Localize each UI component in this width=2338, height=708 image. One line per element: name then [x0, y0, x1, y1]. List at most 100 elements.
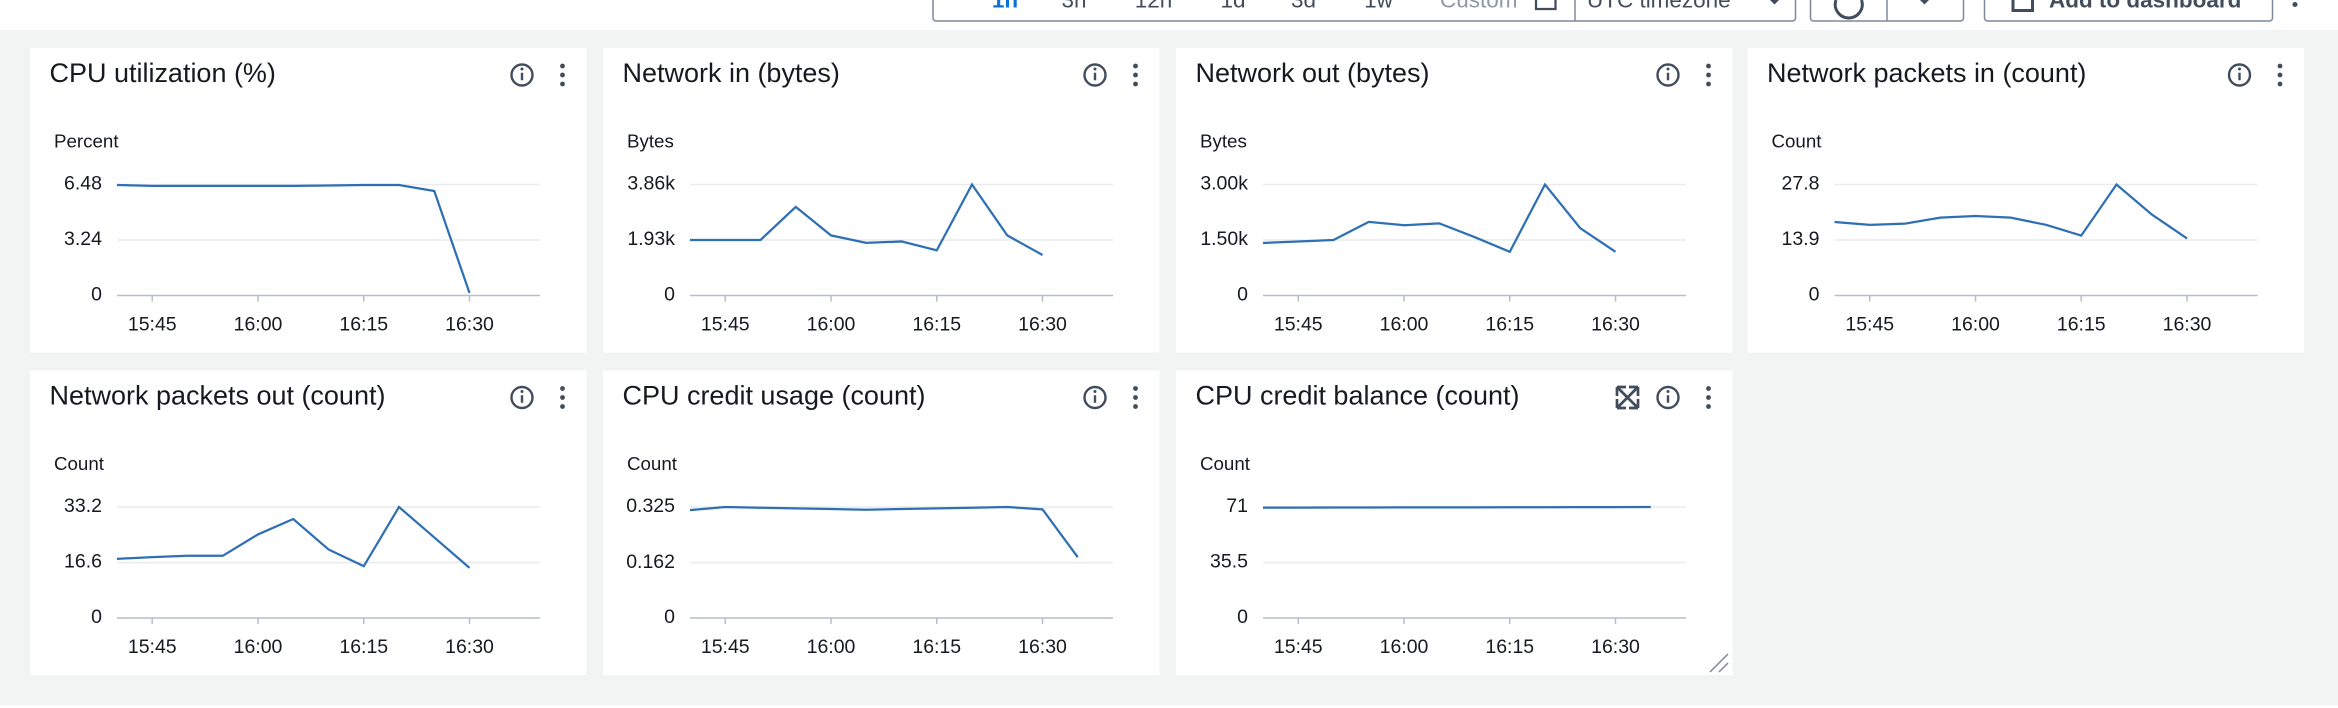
range-option[interactable]: 1w	[1364, 0, 1394, 12]
menu-dot[interactable]	[2277, 81, 2283, 87]
calendar-icon	[1534, 0, 1557, 11]
menu-dot[interactable]	[1133, 395, 1138, 400]
more-icon[interactable]	[2292, 1, 2298, 8]
y-tick-label: 0	[1809, 284, 1820, 306]
widget-title: CPU utilization (%)	[49, 58, 275, 88]
range-option[interactable]: 1h	[992, 0, 1018, 12]
menu-dot[interactable]	[560, 72, 565, 78]
info-icon-dot	[2237, 67, 2241, 71]
widget-title: Network packets in (count)	[1767, 58, 2086, 88]
info-icon[interactable]	[510, 63, 534, 87]
caret	[1769, 0, 1779, 5]
add-to-dashboard-button[interactable]	[1983, 0, 2274, 22]
info-icon[interactable]	[1083, 63, 1107, 87]
info-icon[interactable]	[510, 385, 534, 410]
data-line	[116, 505, 471, 569]
info-icon-dot	[1666, 67, 1670, 71]
info-icon[interactable]	[1083, 385, 1107, 410]
info-icon[interactable]	[1656, 63, 1680, 87]
x-tick-label: 15:45	[1274, 636, 1323, 658]
y-axis-label: Percent	[54, 130, 119, 151]
menu-dot[interactable]	[2277, 63, 2283, 69]
y-tick-label: 13.9	[1782, 228, 1820, 250]
menu-dot[interactable]	[2277, 72, 2283, 78]
expand-icon[interactable]	[1615, 385, 1640, 410]
info-icon[interactable]	[1656, 385, 1680, 410]
info-icon-bar	[1093, 395, 1097, 403]
x-tick-label: 16:00	[234, 636, 283, 658]
x-tick-label: 15:45	[701, 636, 750, 658]
menu-dot[interactable]	[1133, 81, 1138, 87]
menu-dot[interactable]	[560, 63, 565, 69]
menu-dot[interactable]	[1133, 63, 1138, 69]
y-tick-label: 27.8	[1782, 173, 1820, 195]
y-tick-label: 3.00k	[1200, 173, 1248, 195]
y-axis-label: Bytes	[1200, 130, 1247, 151]
widget-panel	[602, 370, 1160, 675]
menu-dot[interactable]	[1133, 72, 1138, 78]
x-tick-label: 15:45	[1845, 314, 1894, 336]
x-tick-label: 15:45	[1274, 314, 1323, 336]
menu-dot[interactable]	[560, 386, 565, 391]
time-range-selector[interactable]	[932, 0, 1797, 22]
x-tick-label: 16:00	[1951, 314, 2000, 336]
widget-panel	[29, 370, 587, 675]
widget-title: Network out (bytes)	[1195, 58, 1429, 88]
custom-range[interactable]: Custom	[1440, 0, 1517, 12]
widget-panel	[1175, 48, 1733, 353]
x-tick-label: 16:30	[445, 636, 494, 658]
data-line	[1262, 182, 1617, 254]
data-line	[1834, 182, 2188, 240]
resize-handle[interactable]	[1709, 653, 1729, 673]
info-icon-bar	[2238, 72, 2241, 81]
data-line	[689, 505, 1079, 558]
menu-dot[interactable]	[1706, 395, 1711, 400]
info-icon-dot	[520, 67, 524, 71]
y-tick-label: 0	[91, 284, 102, 306]
y-tick-label: 6.48	[64, 173, 102, 195]
range-option[interactable]: 12h	[1135, 0, 1173, 12]
y-tick-label: 0.325	[626, 495, 675, 517]
info-icon-dot	[1093, 389, 1097, 393]
menu-dot[interactable]	[1133, 404, 1138, 409]
data-line	[689, 182, 1044, 256]
y-tick-label: 0	[1237, 284, 1248, 306]
x-tick-label: 15:45	[128, 636, 177, 658]
info-icon-dot	[1666, 389, 1670, 393]
y-axis-label: Count	[54, 453, 105, 474]
x-tick-label: 15:45	[128, 314, 177, 336]
add-to-dashboard-label[interactable]: Add to dashboard	[2049, 0, 2241, 12]
menu-dot[interactable]	[560, 81, 565, 87]
menu-dot[interactable]	[1133, 386, 1138, 391]
x-tick-label: 16:30	[1018, 314, 1067, 336]
x-tick-label: 16:15	[912, 314, 961, 336]
y-tick-label: 0	[1237, 606, 1248, 628]
y-tick-label: 3.86k	[627, 173, 675, 195]
menu-dot[interactable]	[1706, 404, 1711, 409]
widget-panel	[1747, 48, 2304, 353]
widget-title: Network packets out (count)	[49, 381, 385, 411]
info-icon[interactable]	[2227, 63, 2252, 87]
x-tick-label: 16:15	[339, 314, 388, 336]
range-option[interactable]: 3h	[1061, 0, 1086, 12]
x-tick-label: 16:00	[1380, 636, 1429, 658]
menu-dot[interactable]	[560, 404, 565, 409]
timezone-select[interactable]: UTC timezone	[1587, 0, 1731, 12]
x-tick-label: 16:30	[1591, 314, 1640, 336]
menu-dot[interactable]	[1706, 63, 1711, 69]
menu-dot[interactable]	[1706, 81, 1711, 87]
menu-dot[interactable]	[1706, 72, 1711, 78]
info-icon-dot	[1093, 67, 1097, 71]
range-option[interactable]: 3d	[1291, 0, 1316, 12]
caret	[1919, 0, 1929, 5]
range-option[interactable]: 1d	[1220, 0, 1245, 12]
y-tick-label: 1.50k	[1200, 228, 1248, 250]
widget-title: CPU credit balance (count)	[1195, 381, 1519, 411]
menu-dot[interactable]	[1706, 386, 1711, 391]
x-tick-label: 16:30	[2163, 314, 2212, 336]
menu-dot[interactable]	[560, 395, 565, 400]
widget-title: Network in (bytes)	[622, 58, 839, 88]
widget-panel	[29, 48, 587, 353]
